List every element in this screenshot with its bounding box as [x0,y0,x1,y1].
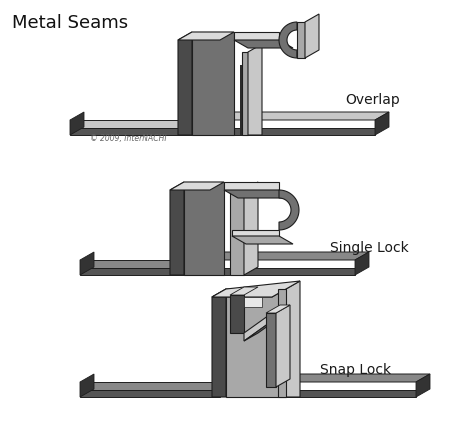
Polygon shape [279,22,297,58]
Polygon shape [220,128,375,135]
Polygon shape [178,32,192,135]
Text: Snap Lock: Snap Lock [320,363,391,377]
Polygon shape [242,52,248,135]
Text: Overlap: Overlap [345,93,400,107]
Polygon shape [279,190,299,230]
Polygon shape [70,120,220,128]
Polygon shape [286,374,430,382]
Polygon shape [230,190,244,275]
Polygon shape [80,252,94,275]
Polygon shape [244,313,286,341]
Polygon shape [220,112,389,120]
Polygon shape [305,14,319,58]
Polygon shape [355,252,369,275]
Text: © 2009, InterNACHI: © 2009, InterNACHI [90,134,167,143]
Polygon shape [170,182,224,190]
Polygon shape [278,289,286,397]
Polygon shape [230,295,244,333]
Polygon shape [234,40,293,48]
Polygon shape [212,289,226,397]
Polygon shape [286,281,300,397]
Polygon shape [226,289,286,397]
Polygon shape [297,22,305,58]
Polygon shape [212,281,300,297]
Polygon shape [70,112,84,135]
Polygon shape [224,190,293,198]
Polygon shape [210,268,355,275]
Polygon shape [276,305,290,387]
Polygon shape [230,287,258,295]
Polygon shape [178,32,234,40]
Polygon shape [224,182,279,190]
Polygon shape [80,374,94,397]
Polygon shape [375,112,389,135]
Polygon shape [80,382,220,390]
Text: Single Lock: Single Lock [330,241,409,255]
Polygon shape [232,236,293,244]
Polygon shape [80,260,210,268]
Text: Metal Seams: Metal Seams [12,14,128,32]
Polygon shape [244,313,272,341]
Polygon shape [170,182,184,275]
Polygon shape [286,390,416,397]
Polygon shape [266,305,290,313]
Polygon shape [70,128,220,135]
Polygon shape [244,182,258,275]
Polygon shape [234,32,279,40]
Polygon shape [192,32,234,135]
Polygon shape [232,230,279,236]
Polygon shape [266,313,276,387]
Polygon shape [184,182,224,275]
Polygon shape [240,65,242,135]
Polygon shape [210,252,369,260]
Polygon shape [80,390,220,397]
Polygon shape [244,297,262,307]
Polygon shape [416,374,430,397]
Polygon shape [248,44,262,135]
Polygon shape [80,268,210,275]
Polygon shape [212,289,286,297]
